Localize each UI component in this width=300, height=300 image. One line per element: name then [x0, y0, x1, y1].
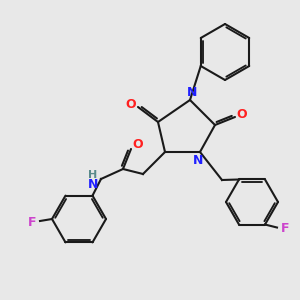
Text: F: F: [281, 222, 289, 235]
Text: F: F: [28, 215, 36, 229]
Text: O: O: [126, 98, 136, 110]
Text: H: H: [88, 170, 98, 180]
Text: N: N: [187, 86, 197, 100]
Text: O: O: [237, 109, 247, 122]
Text: N: N: [88, 178, 98, 190]
Text: N: N: [193, 154, 203, 166]
Text: O: O: [133, 137, 143, 151]
